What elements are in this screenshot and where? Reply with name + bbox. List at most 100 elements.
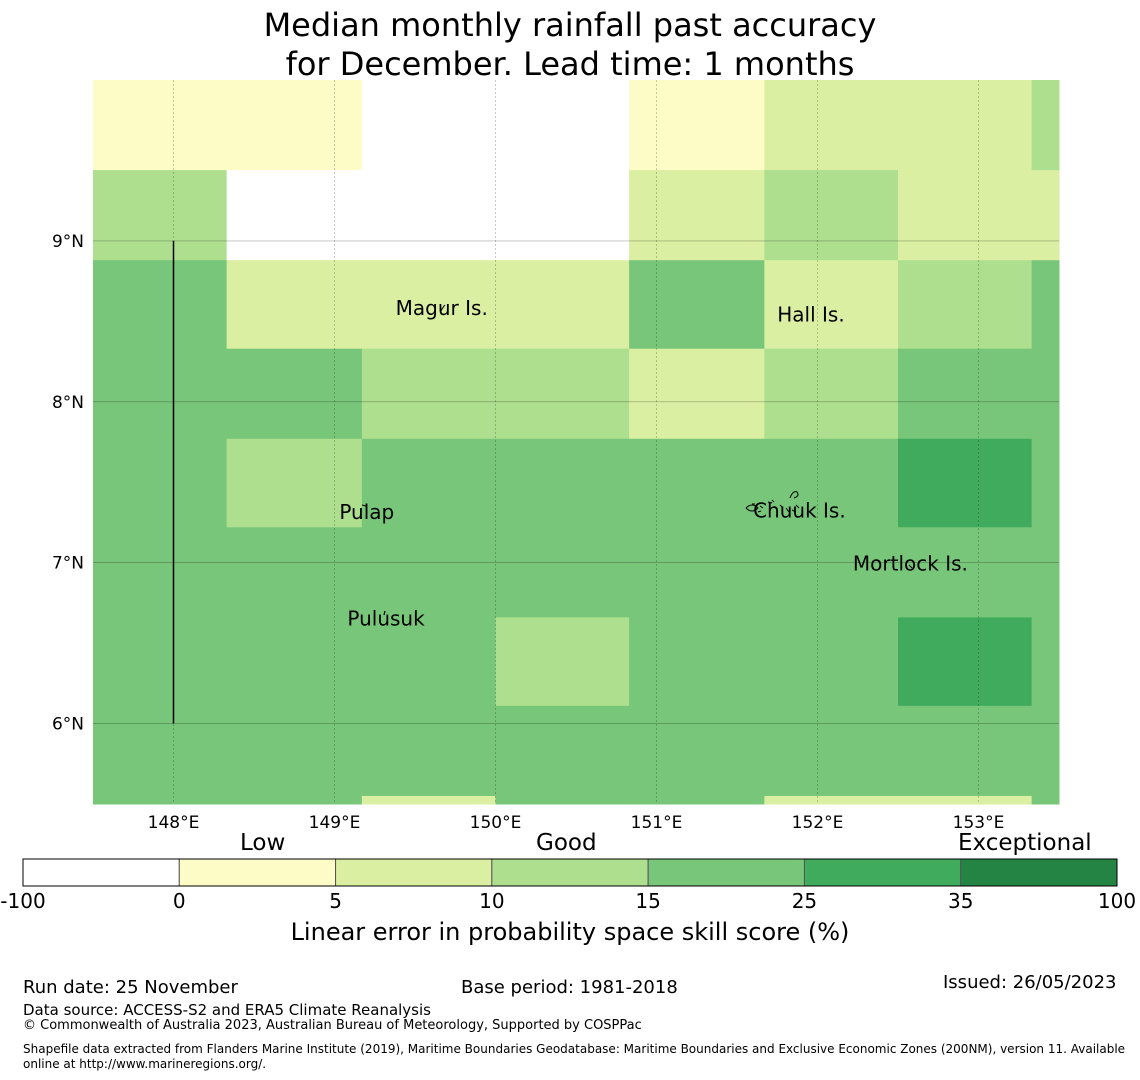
skill-cell xyxy=(361,260,496,350)
skill-cell xyxy=(495,617,630,707)
skill-cell xyxy=(764,260,899,350)
skill-cell xyxy=(898,170,1033,261)
skill-grid xyxy=(93,80,1060,805)
skill-cell xyxy=(93,705,228,797)
colorbar-tick-label: -100 xyxy=(0,889,46,913)
skill-map: Magur Is. Hall Is. Pulap Chuuk Is. Mortlock … xyxy=(52,80,1060,833)
shapefile-credit-line1: Shapefile data extracted from Flanders M… xyxy=(23,1042,1126,1056)
skill-cell xyxy=(764,348,899,440)
skill-cell xyxy=(629,260,765,350)
pulap-island-outline xyxy=(361,504,368,510)
place-label: Magur Is. xyxy=(396,296,488,320)
y-tick-label: 6°N xyxy=(52,715,84,735)
skill-cell xyxy=(764,795,899,805)
skill-cell xyxy=(629,348,765,440)
skill-cell xyxy=(898,260,1033,350)
shapefile-credit-line2: online at http://www.marineregions.org/. xyxy=(23,1057,267,1071)
place-label: Pulap xyxy=(339,500,394,524)
skill-cell xyxy=(361,170,496,261)
skill-cell xyxy=(1031,438,1060,528)
colorbar-swatch xyxy=(335,858,493,887)
skill-cell xyxy=(764,170,899,261)
colorbar-swatch xyxy=(803,858,962,887)
axis-tick-labels: 148°E 149°E 150°E 151°E 152°E 153°E 6°N 7°N 8°N 9… xyxy=(52,232,1004,833)
skill-cell xyxy=(1031,170,1060,261)
colorbar-tick-label: 0 xyxy=(172,889,186,913)
colorbar-swatch xyxy=(22,858,180,887)
skill-cell xyxy=(361,348,496,440)
skill-cell xyxy=(764,527,899,618)
y-tick-label: 7°N xyxy=(52,554,84,574)
skill-cell xyxy=(1031,795,1060,805)
colorbar-tick-label: 35 xyxy=(947,889,974,913)
skill-cell xyxy=(361,438,496,528)
colorbar-exceptional-label: Exceptional xyxy=(958,830,1092,856)
skill-cell xyxy=(629,617,765,707)
x-tick-label: 152°E xyxy=(792,813,844,833)
skill-cell xyxy=(495,795,630,805)
skill-cell xyxy=(495,170,630,261)
skill-cell xyxy=(629,438,765,528)
skill-cell xyxy=(629,170,765,261)
skill-cell xyxy=(226,438,363,528)
island-outlines xyxy=(361,304,913,616)
skill-cell xyxy=(495,80,630,171)
run-date: Run date: 25 November xyxy=(23,977,238,998)
skill-cell xyxy=(361,80,496,171)
data-source: Data source: ACCESS-S2 and ERA5 Climate … xyxy=(23,1001,431,1019)
colorbar-outline xyxy=(22,858,1118,887)
skill-cell xyxy=(93,170,228,261)
skill-cell xyxy=(629,80,765,171)
skill-cell xyxy=(93,80,228,171)
skill-cell xyxy=(764,617,899,707)
skill-cell xyxy=(1031,527,1060,618)
skill-cell xyxy=(226,80,363,171)
graticule xyxy=(93,80,1059,804)
skill-cell xyxy=(93,795,228,805)
colorbar-good-label: Good xyxy=(536,830,597,856)
skill-cell xyxy=(226,795,363,805)
skill-cell xyxy=(361,527,496,618)
skill-cell xyxy=(495,438,630,528)
skill-cell xyxy=(1031,80,1060,171)
colorbar-tick-label: 100 xyxy=(1097,889,1137,913)
skill-cell xyxy=(361,795,496,805)
skill-cell xyxy=(93,617,228,707)
skill-cell xyxy=(361,705,496,797)
y-tick-label: 9°N xyxy=(52,232,84,252)
skill-cell xyxy=(93,348,228,440)
skill-cell xyxy=(1031,260,1060,350)
colorbar-swatch xyxy=(647,858,805,887)
colorbar-tick-label: 25 xyxy=(791,889,818,913)
skill-cell xyxy=(764,80,899,171)
skill-cell xyxy=(495,705,630,797)
y-tick-label: 8°N xyxy=(52,393,84,413)
colorbar-axis-label: Linear error in probability space skill … xyxy=(290,918,850,946)
skill-cell xyxy=(898,438,1033,528)
skill-cell xyxy=(495,348,630,440)
x-tick-label: 149°E xyxy=(309,813,361,833)
skill-cell xyxy=(226,348,363,440)
skill-cell xyxy=(1031,705,1060,797)
colorbar-swatch xyxy=(178,858,337,887)
skill-cell xyxy=(226,527,363,618)
skill-cell xyxy=(1031,617,1060,707)
place-labels: Magur Is. Hall Is. Pulap Chuuk Is. Mortlock … xyxy=(339,296,968,631)
magur-island-outline xyxy=(440,304,446,312)
colorbar-tick-label: 5 xyxy=(329,889,342,913)
place-label: Hall Is. xyxy=(777,302,844,326)
skill-cell xyxy=(361,617,496,707)
skill-cell xyxy=(1031,348,1060,440)
skill-cell xyxy=(629,795,765,805)
base-period: Base period: 1981-2018 xyxy=(461,977,678,998)
skill-cell xyxy=(93,438,228,528)
colorbar-tick-label: 10 xyxy=(479,889,505,913)
x-tick-label: 153°E xyxy=(953,813,1005,833)
colorbar-tick-label: 15 xyxy=(635,889,661,913)
skill-cell xyxy=(764,438,899,528)
issued-date: Issued: 26/05/2023 xyxy=(943,972,1117,993)
mortlock-island-outline xyxy=(908,564,913,569)
skill-cell xyxy=(93,527,228,618)
copyright: © Commonwealth of Australia 2023, Austra… xyxy=(23,1018,642,1033)
colorbar-swatch xyxy=(491,858,649,887)
